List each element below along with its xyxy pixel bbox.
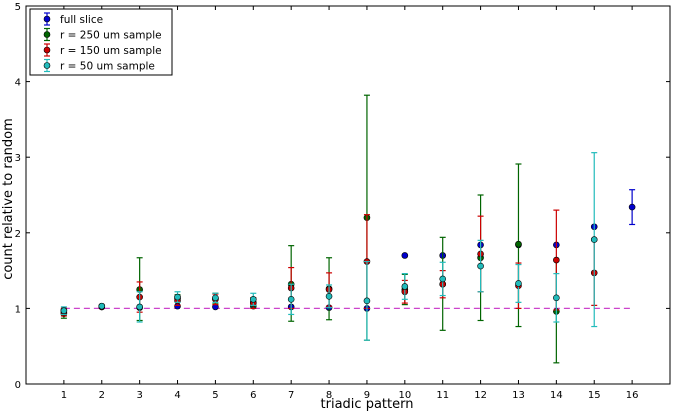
x-tick-label: 16 xyxy=(626,390,639,401)
x-tick-label: 2 xyxy=(99,390,105,401)
x-tick-label: 11 xyxy=(436,390,449,401)
data-point xyxy=(136,303,143,311)
legend-label: r = 150 um sample xyxy=(60,45,162,57)
legend-marker xyxy=(43,31,51,38)
x-tick-label: 4 xyxy=(174,390,180,401)
data-point xyxy=(401,283,409,290)
legend-label: r = 50 um sample xyxy=(60,61,155,73)
x-tick-label: 1 xyxy=(61,390,67,401)
legend-label: full slice xyxy=(60,14,103,26)
x-axis-title: triadic pattern xyxy=(321,397,414,412)
legend-marker xyxy=(43,62,51,69)
y-axis-title: count relative to random xyxy=(1,118,16,280)
data-point xyxy=(439,275,447,283)
legend-label: r = 250 um sample xyxy=(60,30,162,42)
x-tick-label: 8 xyxy=(326,390,332,401)
data-point xyxy=(98,302,106,310)
legend-box xyxy=(29,8,173,76)
y-tick-label: 0 xyxy=(15,380,21,391)
data-point xyxy=(212,294,219,302)
x-tick-label: 7 xyxy=(288,390,294,401)
y-tick-label: 4 xyxy=(15,78,21,89)
y-tick-label: 5 xyxy=(15,2,21,13)
x-tick-label: 5 xyxy=(212,390,218,401)
data-point xyxy=(174,293,181,301)
data-point xyxy=(401,252,409,259)
data-point xyxy=(590,236,598,243)
x-tick-label: 13 xyxy=(512,390,525,401)
y-tick-label: 1 xyxy=(15,304,21,315)
data-point xyxy=(628,203,636,211)
data-point xyxy=(60,307,68,314)
x-tick-label: 10 xyxy=(398,390,411,401)
y-tick-label: 2 xyxy=(15,229,21,240)
x-tick-label: 14 xyxy=(550,390,563,401)
legend: full slice r = 250 um sample r = 150 um sa… xyxy=(29,8,173,76)
data-point xyxy=(477,262,484,270)
y-tick-label: 3 xyxy=(15,153,21,164)
data-point xyxy=(553,294,560,302)
x-tick-label: 15 xyxy=(588,390,601,401)
series-1 xyxy=(60,94,560,364)
legend-marker xyxy=(43,15,51,23)
data-point xyxy=(363,297,371,305)
data-point xyxy=(249,296,257,303)
data-point xyxy=(287,296,295,303)
plot-frame xyxy=(25,5,671,385)
data-point xyxy=(515,240,522,248)
x-tick-label: 9 xyxy=(364,390,370,401)
series-0 xyxy=(60,189,636,314)
data-point xyxy=(325,293,333,300)
legend-marker xyxy=(43,46,51,54)
x-tick-label: 3 xyxy=(136,390,142,401)
data-point xyxy=(515,280,522,287)
x-tick-label: 6 xyxy=(250,390,256,401)
series-3 xyxy=(60,152,598,341)
series-layer xyxy=(60,94,636,364)
x-tick-label: 12 xyxy=(474,390,487,401)
data-point xyxy=(553,256,560,264)
